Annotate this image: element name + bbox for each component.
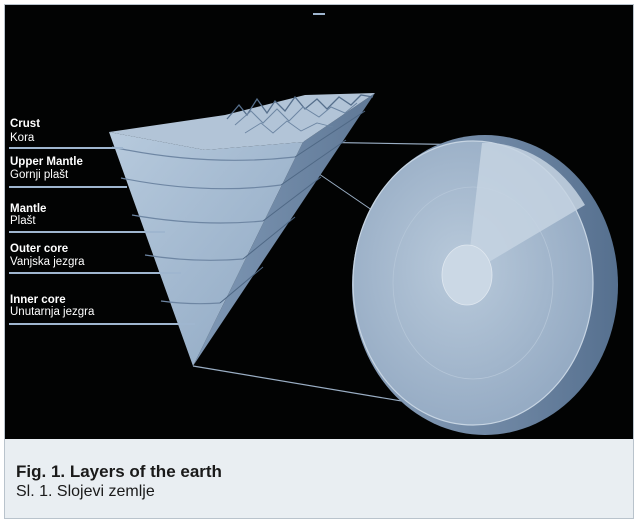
side-layer-line [242,216,296,260]
wedge-surface [109,93,375,150]
side-layer-line [219,266,264,304]
layer-boundary [144,254,244,261]
outer-core-label-hr: Vanjska jezgra [10,256,85,268]
side-layer-line [280,139,347,186]
caption-subtitle: Sl. 1. Slojevi zemlje [16,483,155,500]
figure-frame: Crust Kora Upper Mantle Gornji plašt Man… [4,4,634,519]
crust-mountains [234,102,358,126]
side-layer-line [294,110,366,158]
wedge-front [109,132,303,366]
layer-boundary [131,214,264,224]
mantle-label-hr: Plašt [10,215,36,227]
disc-ring [392,186,554,380]
side-layer-line [262,176,322,222]
disc-sector [467,142,585,275]
earth-diagram [9,13,618,435]
crust-label-hr: Kora [10,132,35,144]
layer-boundary [160,300,221,305]
wedge-side [193,93,375,366]
outer-core-label: Outer core [10,243,69,255]
upper-mantle-label-hr: Gornji plašt [10,169,69,181]
layer-boundary [111,146,296,161]
earth-layers-illustration: Crust Kora Upper Mantle Gornji plašt Man… [5,5,633,439]
top-mark [313,13,325,15]
layer-boundary [120,177,282,190]
caption-title: Fig. 1. Layers of the earth [16,462,222,481]
inner-core-label: Inner core [10,294,66,306]
mantle-label: Mantle [10,203,47,215]
crust-label: Crust [10,118,41,130]
crust-mountains [244,120,334,134]
figure-caption: Fig. 1. Layers of the earth Sl. 1. Sloje… [5,439,633,518]
disc-inner-core [441,244,493,306]
crust-mountains [226,94,374,120]
inner-core-label-hr: Unutarnja jezgra [10,306,95,318]
upper-mantle-label: Upper Mantle [10,156,83,168]
